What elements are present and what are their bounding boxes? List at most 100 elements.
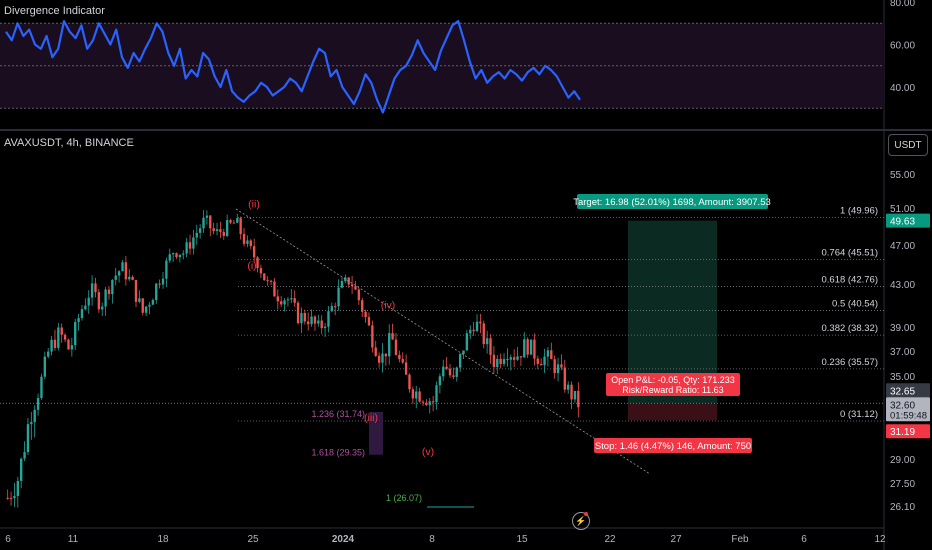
candle bbox=[13, 496, 16, 499]
candle bbox=[202, 217, 205, 229]
indicator-y-tick: 40.00 bbox=[890, 83, 915, 94]
time-x-tick: 22 bbox=[604, 534, 616, 545]
candle bbox=[148, 304, 151, 307]
candle bbox=[198, 228, 202, 233]
candle bbox=[168, 254, 171, 261]
candle bbox=[74, 322, 77, 346]
candle bbox=[404, 362, 408, 375]
candle bbox=[455, 367, 458, 377]
candle bbox=[425, 402, 428, 405]
candle bbox=[47, 351, 50, 357]
candle bbox=[263, 273, 266, 281]
price-y-tick: 29.00 bbox=[890, 455, 915, 466]
price-y-tick: 26.10 bbox=[890, 502, 915, 513]
countdown-tag: 01:59:48 bbox=[890, 410, 927, 421]
candle bbox=[337, 287, 340, 307]
candle bbox=[151, 300, 155, 305]
candle bbox=[252, 246, 256, 258]
candle bbox=[20, 458, 23, 481]
lightning-icon[interactable]: ⚡ bbox=[572, 512, 590, 530]
candle bbox=[567, 384, 570, 390]
time-x-tick: 27 bbox=[670, 534, 682, 545]
candle bbox=[543, 356, 546, 366]
target-label: Target: 16.98 (52.01%) 1698, Amount: 390… bbox=[573, 197, 771, 208]
fib-level-label: 0 (31.12) bbox=[840, 409, 878, 420]
wave-label: (iv) bbox=[381, 299, 396, 311]
candle bbox=[428, 401, 431, 405]
candle bbox=[300, 313, 303, 324]
candle bbox=[36, 397, 40, 410]
notification-dot bbox=[584, 512, 588, 516]
candle bbox=[307, 321, 310, 325]
candle bbox=[560, 364, 563, 368]
wave-label: (i) bbox=[247, 260, 256, 272]
currency-button[interactable]: USDT bbox=[888, 134, 928, 156]
candle bbox=[458, 353, 462, 368]
candle bbox=[63, 334, 67, 340]
candle bbox=[128, 276, 131, 280]
candle bbox=[23, 452, 26, 459]
candle bbox=[465, 333, 469, 351]
candle bbox=[283, 300, 286, 305]
candle bbox=[293, 298, 296, 303]
candle bbox=[361, 300, 364, 312]
candle bbox=[577, 390, 580, 408]
candle bbox=[411, 389, 415, 399]
candle bbox=[195, 232, 198, 238]
candle bbox=[448, 368, 452, 376]
candle bbox=[398, 354, 401, 360]
candle bbox=[415, 391, 418, 399]
target-zone bbox=[628, 220, 717, 404]
candle bbox=[452, 375, 455, 377]
stop-price-tag-box bbox=[886, 424, 930, 439]
candle bbox=[526, 339, 529, 355]
fib-level-label: 0.382 (38.32) bbox=[821, 323, 878, 334]
wave-label: (v) bbox=[422, 446, 434, 458]
candle bbox=[50, 339, 53, 352]
candle bbox=[516, 356, 519, 360]
candle bbox=[367, 317, 371, 326]
stop-zone bbox=[628, 403, 717, 421]
candle bbox=[563, 367, 566, 390]
candle bbox=[236, 218, 239, 223]
candle bbox=[303, 313, 306, 322]
candle bbox=[529, 339, 533, 355]
candle bbox=[212, 228, 215, 232]
trendline bbox=[235, 208, 651, 475]
candle bbox=[533, 339, 536, 359]
candle bbox=[482, 323, 485, 345]
candle bbox=[485, 338, 489, 345]
candle bbox=[33, 409, 36, 423]
indicator-y-tick: 60.00 bbox=[890, 41, 915, 52]
candle bbox=[502, 359, 506, 364]
candle bbox=[438, 376, 442, 386]
candle bbox=[496, 358, 499, 368]
indicator-line bbox=[5, 20, 581, 114]
candle bbox=[185, 242, 188, 254]
candle bbox=[394, 339, 398, 355]
candle bbox=[175, 253, 178, 258]
candle bbox=[381, 353, 384, 363]
time-x-tick: 15 bbox=[516, 534, 528, 545]
candle bbox=[40, 376, 43, 398]
time-x-tick: 6 bbox=[801, 534, 807, 545]
candle bbox=[111, 279, 114, 295]
candle bbox=[418, 391, 421, 402]
candle bbox=[114, 275, 117, 280]
target-price-tag: 49.63 bbox=[890, 217, 915, 228]
candle bbox=[401, 359, 404, 363]
candle bbox=[141, 298, 144, 313]
candle bbox=[77, 318, 80, 323]
candle bbox=[384, 353, 388, 357]
candle bbox=[499, 358, 502, 364]
candle bbox=[43, 356, 47, 377]
candle bbox=[101, 306, 104, 310]
candle bbox=[266, 280, 269, 282]
candle bbox=[320, 320, 323, 329]
extension-box bbox=[369, 411, 383, 455]
time-x-tick: 2024 bbox=[332, 534, 355, 545]
candle bbox=[124, 262, 128, 280]
price-y-tick: 37.00 bbox=[890, 347, 915, 358]
candle bbox=[269, 280, 273, 282]
